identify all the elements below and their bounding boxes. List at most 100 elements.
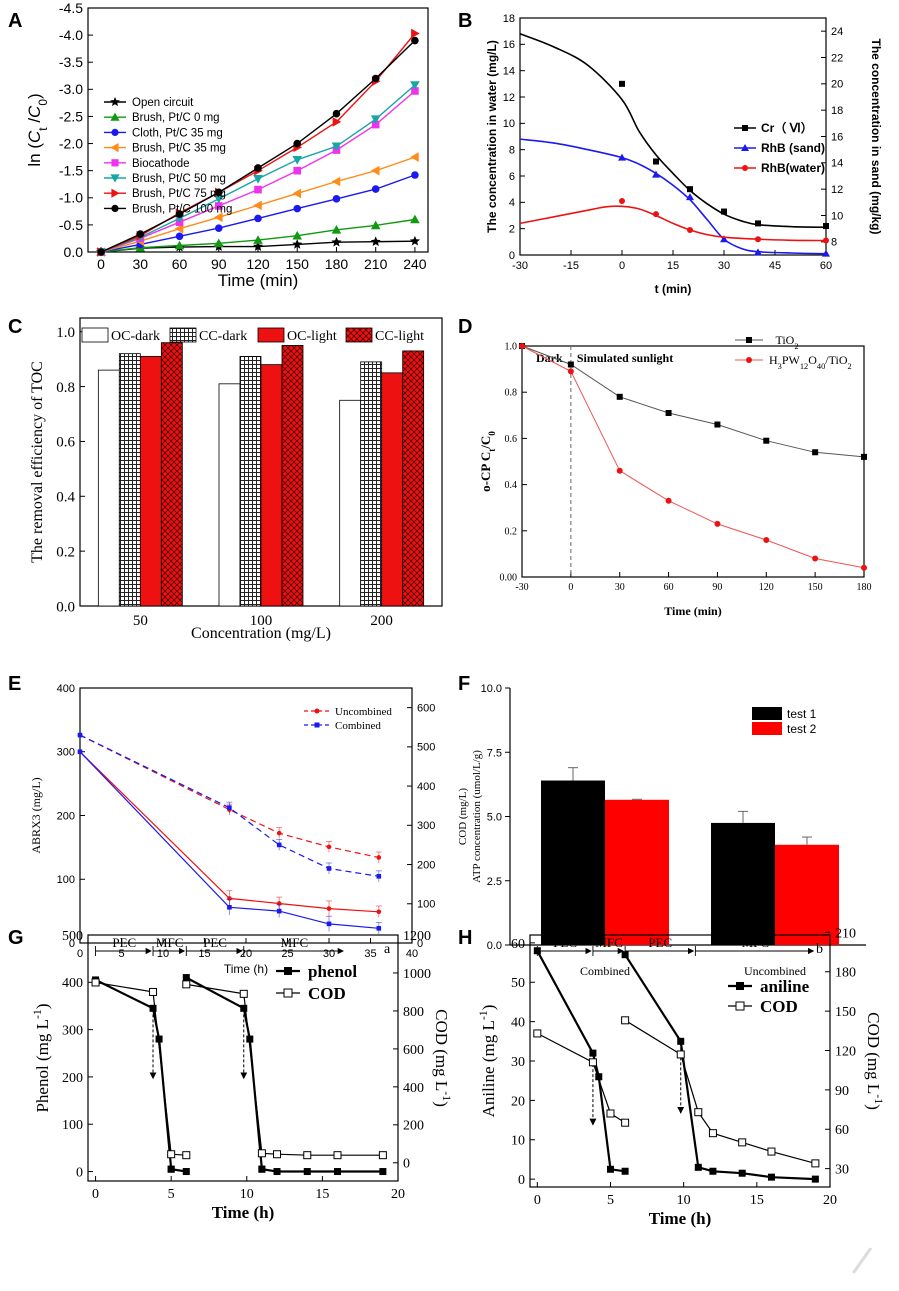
data-point bbox=[273, 1150, 282, 1159]
series-line bbox=[521, 345, 865, 458]
data-point bbox=[676, 1050, 685, 1059]
y-tick-label: 500 bbox=[62, 929, 83, 944]
data-point bbox=[653, 158, 659, 165]
y2-tick-label: 24 bbox=[831, 26, 843, 38]
data-point bbox=[214, 202, 223, 210]
data-point bbox=[694, 1163, 702, 1171]
y-tick-label: 10 bbox=[503, 118, 515, 130]
x-tick-label: 120 bbox=[246, 256, 270, 272]
panel-letter-c: C bbox=[8, 316, 22, 338]
data-point bbox=[370, 165, 380, 176]
x-tick-label: 0 bbox=[534, 1193, 541, 1208]
bar bbox=[541, 780, 605, 945]
legend-label: Brush, Pt/C 75 mg bbox=[132, 188, 226, 200]
data-point bbox=[91, 978, 100, 987]
x-tick-label: 180 bbox=[857, 582, 872, 593]
data-point bbox=[258, 1165, 266, 1173]
x-tick-label: 40 bbox=[406, 948, 418, 960]
legend-label: Biocathode bbox=[132, 158, 190, 170]
data-point bbox=[331, 142, 342, 152]
data-point bbox=[621, 1167, 629, 1175]
legend-marker bbox=[284, 967, 292, 975]
x-tick-label: Uncombined bbox=[744, 964, 806, 978]
data-point bbox=[738, 1138, 747, 1147]
data-point bbox=[371, 185, 380, 193]
data-point bbox=[714, 421, 721, 428]
data-point bbox=[811, 1159, 820, 1168]
chart-panel-f: 0.0 2.5 5.0 7.5 10.0 COD (mg/L) ATP concentrat… bbox=[457, 683, 866, 978]
panel-letter-g: G bbox=[8, 927, 24, 949]
y-tick-label: 0.00 bbox=[500, 573, 518, 584]
data-point bbox=[767, 1147, 776, 1156]
panel-letter-e: E bbox=[8, 673, 21, 695]
y-axis-label: ln (Ct /C0) bbox=[25, 93, 50, 166]
phase-label: MFC bbox=[595, 935, 622, 950]
y2-tick-label: 150 bbox=[835, 1005, 856, 1020]
corner-label: a bbox=[384, 942, 391, 957]
x-tick-label: 35 bbox=[364, 948, 376, 960]
data-point bbox=[175, 232, 184, 241]
x-tick-label: 0 bbox=[77, 948, 83, 960]
data-point bbox=[333, 1151, 342, 1160]
legend-label: test 2 bbox=[787, 722, 817, 736]
legend-label: CC-dark bbox=[199, 329, 247, 344]
y-tick-label: 300 bbox=[62, 1024, 83, 1039]
data-point bbox=[708, 1129, 717, 1138]
y-tick-label: 0 bbox=[69, 938, 75, 950]
y-tick-label: 0.2 bbox=[56, 544, 75, 560]
series-line bbox=[95, 981, 187, 1156]
x-tick-label: 50 bbox=[133, 613, 148, 629]
legend-label: OC-light bbox=[287, 329, 337, 344]
chart-panel-h: 0 5 10 15 20 0 10 20 30 40 50 60 30 60 90 120 150 180 210 T… bbox=[476, 926, 886, 1228]
x-axis-label: Time (h) bbox=[224, 962, 268, 976]
y2-tick-label: 10 bbox=[831, 210, 843, 222]
x-tick-label: -30 bbox=[512, 260, 528, 272]
x-tick-label: 100 bbox=[250, 613, 273, 629]
data-point bbox=[595, 1073, 603, 1081]
data-point bbox=[694, 1108, 703, 1117]
panel-letter-h: H bbox=[458, 927, 472, 949]
y-tick-label: 0 bbox=[76, 1165, 83, 1180]
y-tick-label: 0.0 bbox=[487, 940, 502, 952]
x-axis-label: Concentration (mg/L) bbox=[191, 625, 331, 642]
plot-frame bbox=[87, 934, 399, 1182]
y2-tick-label: 30 bbox=[835, 1163, 849, 1178]
x-tick-label: 30 bbox=[718, 260, 730, 272]
data-point bbox=[246, 1035, 254, 1043]
legend-marker bbox=[111, 204, 119, 212]
data-point bbox=[326, 844, 332, 850]
y2-tick-label: 180 bbox=[835, 966, 856, 981]
legend-marker bbox=[736, 982, 744, 990]
legend-label: H3PW12O40/TiO2 bbox=[769, 353, 852, 371]
x-axis-label: Time (h) bbox=[212, 1203, 275, 1222]
y-tick-label: 0.8 bbox=[505, 388, 518, 399]
data-point bbox=[167, 1150, 176, 1159]
data-point bbox=[677, 1037, 685, 1045]
y-tick-label: 0 bbox=[518, 1173, 525, 1188]
y2-tick-label: 120 bbox=[835, 1044, 856, 1059]
y2-axis-label: COD (mg L-1) bbox=[432, 1009, 454, 1107]
data-point bbox=[823, 237, 829, 244]
series-line bbox=[186, 983, 383, 1156]
data-point bbox=[253, 241, 263, 251]
data-point bbox=[411, 171, 419, 179]
y-tick-label: 0.8 bbox=[56, 380, 75, 396]
y2-tick-label: 500 bbox=[417, 742, 435, 754]
y2-tick-label: 210 bbox=[835, 926, 856, 941]
y-tick-label: 100 bbox=[62, 1118, 83, 1133]
series-curve bbox=[519, 138, 827, 255]
bar bbox=[775, 844, 839, 945]
data-point bbox=[616, 467, 623, 474]
data-point bbox=[331, 236, 342, 247]
data-point bbox=[174, 240, 185, 250]
x-tick-label: 45 bbox=[769, 260, 781, 272]
y2-tick-label: 600 bbox=[417, 702, 435, 714]
y-tick-label: -2.5 bbox=[59, 108, 83, 124]
chart-panel-b: -30 -15 0 15 30 45 600246810121416188101214161… bbox=[485, 13, 883, 296]
series-line bbox=[624, 1019, 816, 1164]
panel-letter-b: B bbox=[458, 10, 472, 32]
y2-tick-label: 800 bbox=[403, 1005, 424, 1020]
data-point bbox=[376, 874, 382, 879]
data-point bbox=[533, 947, 541, 955]
data-point bbox=[861, 564, 867, 571]
